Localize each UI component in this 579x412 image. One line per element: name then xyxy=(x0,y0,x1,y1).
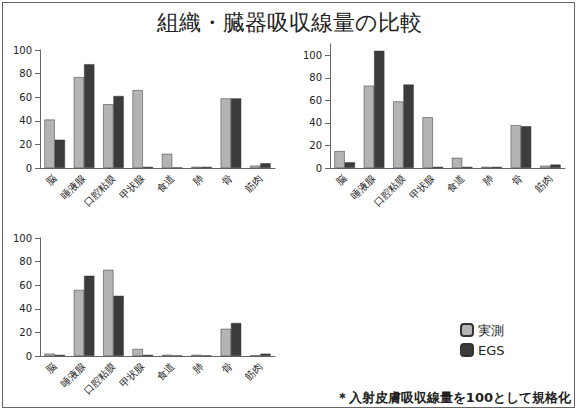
svg-text:60: 60 xyxy=(19,280,32,291)
svg-text:脳: 脳 xyxy=(44,172,59,187)
svg-text:骨: 骨 xyxy=(220,360,235,375)
svg-text:80: 80 xyxy=(19,68,32,79)
svg-text:組織・臓器吸収線量の比較: 組織・臓器吸収線量の比較 xyxy=(156,10,422,35)
svg-text:唾液腺: 唾液腺 xyxy=(349,172,378,202)
svg-text:唾液腺: 唾液腺 xyxy=(59,360,88,390)
svg-text:60: 60 xyxy=(19,92,32,103)
svg-text:食道: 食道 xyxy=(154,360,176,382)
svg-text:食道: 食道 xyxy=(154,172,176,194)
svg-text:口腔粘膜: 口腔粘膜 xyxy=(81,360,117,396)
svg-text:20: 20 xyxy=(19,327,32,338)
svg-text:80: 80 xyxy=(309,72,322,83)
svg-text:0: 0 xyxy=(316,163,322,174)
svg-text:40: 40 xyxy=(19,303,32,314)
svg-text:骨: 骨 xyxy=(220,172,235,187)
svg-text:肺: 肺 xyxy=(191,172,206,187)
svg-text:20: 20 xyxy=(309,140,322,151)
svg-text:20: 20 xyxy=(19,139,32,150)
svg-text:0: 0 xyxy=(26,351,32,362)
svg-text:100: 100 xyxy=(303,50,322,61)
svg-text:＊入射皮膚吸収線量を100として規格化: ＊入射皮膚吸収線量を100として規格化 xyxy=(336,390,572,405)
svg-text:0: 0 xyxy=(26,163,32,174)
svg-text:EGS: EGS xyxy=(478,343,505,358)
svg-text:40: 40 xyxy=(19,115,32,126)
svg-text:100: 100 xyxy=(13,233,32,244)
svg-text:100: 100 xyxy=(13,45,32,56)
svg-text:骨: 骨 xyxy=(510,172,525,187)
svg-text:40: 40 xyxy=(309,117,322,128)
svg-text:60: 60 xyxy=(309,95,322,106)
svg-text:筋肉: 筋肉 xyxy=(242,172,264,194)
svg-text:唾液腺: 唾液腺 xyxy=(59,172,88,202)
svg-text:脳: 脳 xyxy=(44,360,59,375)
svg-text:甲状腺: 甲状腺 xyxy=(118,360,147,389)
svg-text:食道: 食道 xyxy=(444,172,466,194)
svg-text:筋肉: 筋肉 xyxy=(532,172,554,194)
svg-text:脳: 脳 xyxy=(334,172,349,187)
svg-text:口腔粘膜: 口腔粘膜 xyxy=(81,172,117,208)
svg-text:肺: 肺 xyxy=(481,172,496,187)
svg-text:甲状腺: 甲状腺 xyxy=(408,172,437,201)
svg-text:筋肉: 筋肉 xyxy=(242,360,264,382)
svg-text:甲状腺: 甲状腺 xyxy=(118,172,147,201)
svg-text:口腔粘膜: 口腔粘膜 xyxy=(371,172,407,208)
svg-text:80: 80 xyxy=(19,256,32,267)
svg-text:実測: 実測 xyxy=(478,323,504,338)
svg-text:肺: 肺 xyxy=(191,360,206,375)
